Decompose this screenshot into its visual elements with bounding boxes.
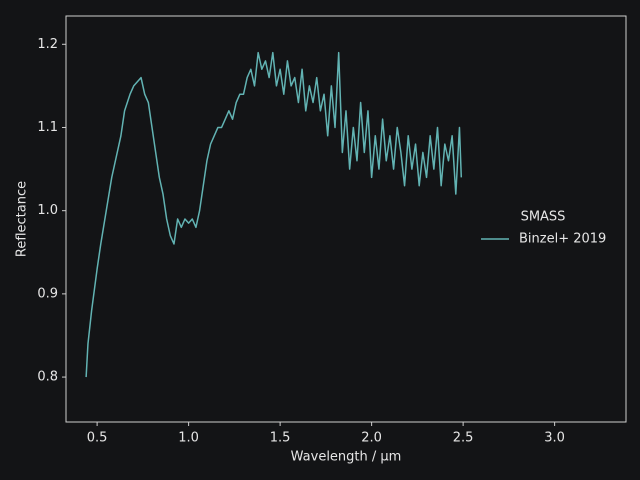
x-tick-label: 2.5 (453, 431, 474, 446)
x-tick-label: 0.5 (87, 431, 108, 446)
y-tick-label: 1.2 (37, 37, 58, 52)
plot-frame (65, 15, 627, 423)
x-tick-label: 3.0 (544, 431, 565, 446)
legend-label: Binzel+ 2019 (519, 232, 606, 247)
x-axis-label: Wavelength / µm (291, 450, 402, 465)
x-tick-label: 1.5 (270, 431, 291, 446)
y-tick-label: 0.8 (37, 370, 58, 385)
y-axis-label: Reflectance (15, 181, 30, 257)
y-tick-label: 1.0 (37, 203, 58, 218)
x-tick-label: 2.0 (361, 431, 382, 446)
x-tick-label: 1.0 (178, 431, 199, 446)
legend-title: SMASS (521, 210, 566, 225)
y-tick-label: 1.1 (37, 120, 58, 135)
y-tick-label: 0.9 (37, 286, 58, 301)
series-line (85, 51, 463, 378)
